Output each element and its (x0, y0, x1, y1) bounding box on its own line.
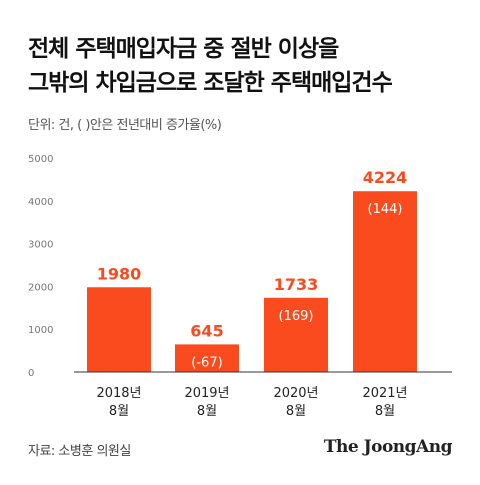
y-tick-label: 2000 (28, 282, 53, 293)
y-tick-label: 3000 (28, 240, 53, 251)
x-tick-label: 8월 (375, 404, 395, 419)
unit-note: 단위: 건, ( )안은 전년대비 증가율(%) (28, 118, 222, 133)
x-tick-label: 8월 (109, 404, 129, 419)
data-label: 4224 (363, 168, 408, 187)
x-tick-label: 8월 (197, 404, 217, 419)
x-tick-label: 2020년 (273, 386, 318, 401)
x-tick-label: 2021년 (362, 386, 407, 401)
bar (353, 191, 417, 372)
change-label: (144) (368, 202, 403, 217)
data-label: 645 (190, 321, 223, 340)
x-tick-label: 2018년 (96, 386, 141, 401)
chart-title: 전체 주택매입자금 중 절반 이상을 그밖의 차입금으로 조달한 주택매입건수 (28, 32, 393, 100)
x-tick-label: 2019년 (184, 386, 229, 401)
bar (87, 287, 151, 372)
x-tick-label: 8월 (286, 404, 306, 419)
title-line-1: 전체 주택매입자금 중 절반 이상을 (28, 36, 339, 62)
bar (175, 344, 239, 372)
bar (264, 297, 328, 372)
change-label: (-67) (191, 355, 222, 370)
change-label: (169) (279, 309, 314, 324)
title-line-2: 그밖의 차입금으로 조달한 주택매입건수 (28, 70, 393, 96)
source-note: 자료: 소병훈 의원실 (28, 444, 131, 459)
data-label: 1733 (274, 275, 319, 294)
data-label: 1980 (97, 264, 142, 283)
publisher-logo: The JoongAng (323, 437, 453, 457)
y-tick-label: 4000 (28, 197, 53, 208)
y-tick-label: 5000 (28, 154, 53, 165)
y-tick-label: 0 (28, 368, 34, 379)
y-tick-label: 1000 (28, 325, 53, 336)
